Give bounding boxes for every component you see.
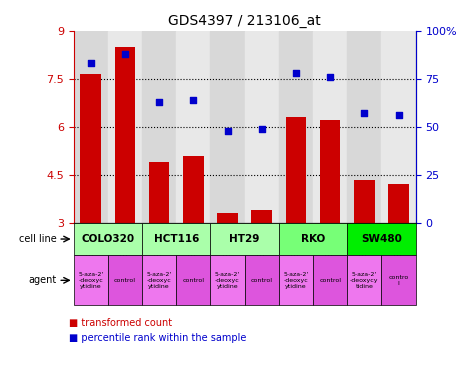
Title: GDS4397 / 213106_at: GDS4397 / 213106_at — [168, 14, 321, 28]
Bar — [108, 255, 142, 305]
Bar — [210, 255, 245, 305]
Bar — [381, 255, 416, 305]
Bar — [245, 31, 279, 223]
Bar — [176, 255, 210, 305]
Bar — [381, 31, 416, 223]
Bar — [142, 31, 176, 223]
Bar — [176, 31, 210, 223]
Text: control: control — [251, 278, 273, 283]
Text: cell line: cell line — [19, 234, 57, 244]
Bar — [245, 255, 279, 305]
Text: HT29: HT29 — [229, 234, 260, 244]
Bar — [74, 31, 108, 223]
Text: 5-aza-2'
-deoxyc
ytidine: 5-aza-2' -deoxyc ytidine — [215, 272, 240, 289]
Bar — [210, 223, 279, 255]
Bar — [313, 31, 347, 223]
Bar — [74, 255, 108, 305]
Bar — [142, 255, 176, 305]
Point — [224, 127, 231, 134]
Text: ■ percentile rank within the sample: ■ percentile rank within the sample — [69, 333, 246, 343]
Bar — [114, 47, 135, 223]
Point — [292, 70, 300, 76]
Bar — [80, 74, 101, 223]
Bar — [217, 213, 238, 223]
Text: 5-aza-2'
-deoxyc
ytidine: 5-aza-2' -deoxyc ytidine — [283, 272, 309, 289]
Text: agent: agent — [28, 275, 57, 285]
Point — [326, 74, 334, 80]
Point — [155, 99, 163, 105]
Text: HCT116: HCT116 — [153, 234, 199, 244]
Bar — [142, 223, 210, 255]
Bar — [320, 120, 341, 223]
Text: control: control — [319, 278, 341, 283]
Text: RKO: RKO — [301, 234, 325, 244]
Bar — [108, 31, 142, 223]
Bar — [354, 180, 375, 223]
Text: 5-aza-2'
-deoxyc
ytidine: 5-aza-2' -deoxyc ytidine — [78, 272, 104, 289]
Point — [190, 97, 197, 103]
Bar — [347, 31, 381, 223]
Bar — [279, 223, 347, 255]
Text: 5-aza-2'
-deoxycy
tidine: 5-aza-2' -deoxycy tidine — [350, 272, 379, 289]
Text: contro
l: contro l — [389, 275, 408, 286]
Point — [361, 110, 368, 116]
Point — [87, 60, 95, 66]
Text: SW480: SW480 — [361, 234, 402, 244]
Bar — [388, 184, 409, 223]
Bar — [74, 223, 142, 255]
Text: control: control — [182, 278, 204, 283]
Bar — [183, 156, 204, 223]
Bar — [313, 255, 347, 305]
Text: control: control — [114, 278, 136, 283]
Text: 5-aza-2'
-deoxyc
ytidine: 5-aza-2' -deoxyc ytidine — [146, 272, 172, 289]
Point — [395, 112, 402, 118]
Bar — [251, 210, 272, 223]
Bar — [279, 31, 313, 223]
Text: ■ transformed count: ■ transformed count — [69, 318, 172, 328]
Bar — [347, 255, 381, 305]
Bar — [149, 162, 170, 223]
Point — [121, 51, 129, 57]
Bar — [210, 31, 245, 223]
Text: COLO320: COLO320 — [81, 234, 134, 244]
Bar — [347, 223, 416, 255]
Point — [258, 126, 266, 132]
Bar — [279, 255, 313, 305]
Bar — [285, 117, 306, 223]
